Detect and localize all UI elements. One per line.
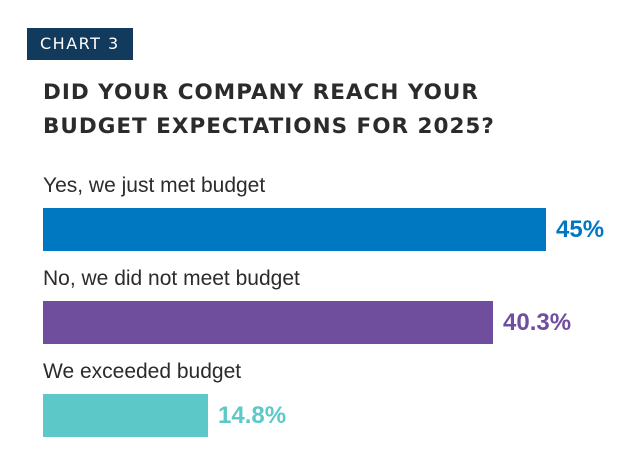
- bar: [43, 301, 493, 344]
- category-label: No, we did not meet budget: [43, 267, 300, 290]
- category-label: We exceeded budget: [43, 360, 242, 383]
- chart-title: DID YOUR COMPANY REACH YOUR BUDGET EXPEC…: [43, 76, 603, 144]
- value-label: 45%: [556, 216, 605, 243]
- chart-title-line-1: DID YOUR COMPANY REACH YOUR: [43, 80, 479, 105]
- bar: [43, 208, 546, 251]
- category-label: Yes, we just met budget: [43, 174, 266, 197]
- value-label: 14.8%: [218, 402, 287, 429]
- chart-title-line-2: BUDGET EXPECTATIONS FOR 2025?: [43, 114, 495, 139]
- chart-number-tag: CHART 3: [27, 28, 133, 60]
- bar: [43, 394, 208, 437]
- value-label: 40.3%: [503, 309, 572, 336]
